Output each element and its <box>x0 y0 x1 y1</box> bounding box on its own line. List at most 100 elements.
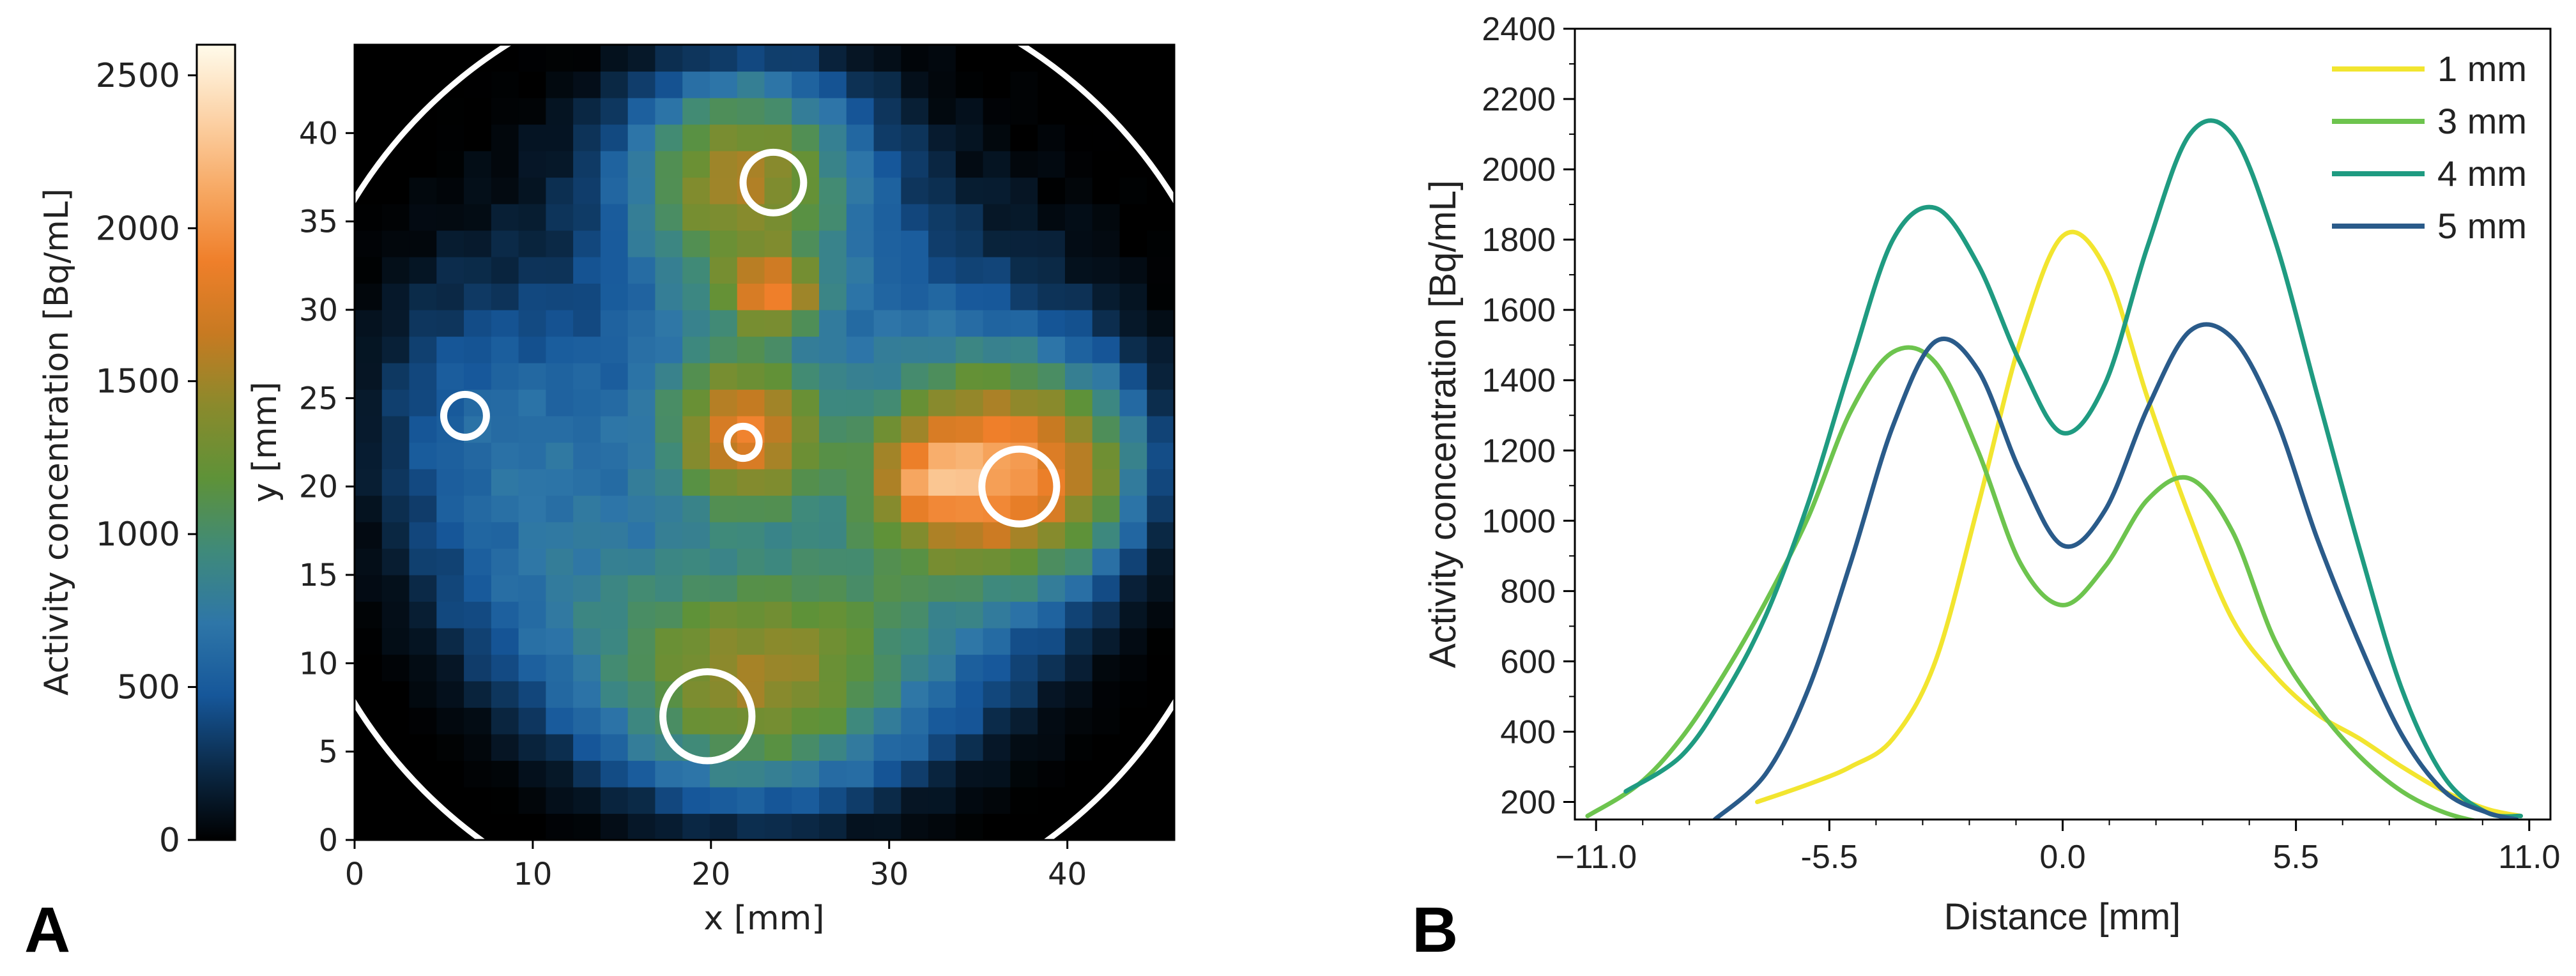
colorbar-tick-label: 2000 <box>96 210 180 248</box>
roi-marker-circle <box>440 391 490 441</box>
heatmap-cell <box>655 204 683 231</box>
heatmap-cell <box>764 654 792 682</box>
heatmap-cell <box>983 707 1011 735</box>
heatmap-cell <box>546 124 574 151</box>
heatmap-cell <box>1119 707 1147 735</box>
heatmap-cell <box>682 575 710 602</box>
heatmap-cell <box>1064 204 1093 231</box>
heatmap-cell <box>901 654 929 682</box>
heatmap-cell <box>1010 760 1038 788</box>
heatmap-cell <box>1038 601 1066 629</box>
heatmap-cell <box>846 548 875 576</box>
heatmap-cell <box>819 336 847 363</box>
heatmap-cell <box>928 310 956 337</box>
heatmap-cell <box>655 416 683 443</box>
heatmap-cell <box>792 363 820 390</box>
heatmap-cell <box>464 522 492 549</box>
heatmap-cell <box>1010 654 1038 682</box>
line-x-tick-label: -5.5 <box>1801 839 1859 876</box>
heatmap-cell <box>546 98 574 125</box>
heatmap-cell <box>1064 575 1093 602</box>
heatmap-cell <box>627 548 656 576</box>
heatmap-cell <box>355 204 383 231</box>
heatmap-cell <box>409 45 437 72</box>
heatmap-cell <box>764 283 792 310</box>
heatmap-cell <box>518 601 546 629</box>
heatmap-cell <box>600 654 629 682</box>
heatmap-cell <box>409 654 437 682</box>
heatmap-cell <box>355 310 383 337</box>
heatmap-cell <box>655 151 683 178</box>
heatmap-cell <box>518 310 546 337</box>
heatmap-cell <box>983 654 1011 682</box>
heatmap-cell <box>764 230 792 257</box>
heatmap-cell <box>873 681 901 708</box>
series-line-3-mm <box>1585 345 2480 820</box>
heatmap-cell <box>381 548 410 576</box>
heatmap-cell <box>355 548 383 576</box>
heatmap-cell <box>792 601 820 629</box>
heatmap-cell <box>792 469 820 496</box>
heatmap-cell <box>600 734 629 761</box>
heatmap-cell <box>627 628 656 655</box>
heatmap-cell <box>464 151 492 178</box>
heatmap-cell <box>1092 124 1121 151</box>
heatmap-cell <box>627 787 656 814</box>
heatmap-cell <box>819 363 847 390</box>
heatmap-cell <box>409 124 437 151</box>
heatmap-cell <box>1092 734 1121 761</box>
heatmap-cell <box>1010 813 1038 840</box>
heatmap-cell <box>355 416 383 443</box>
heatmap-cell <box>1064 760 1093 788</box>
line-y-tick-label: 800 <box>1500 573 1556 610</box>
heatmap-cell <box>955 363 984 390</box>
heatmap-cell <box>955 522 984 549</box>
heatmap-cell <box>737 71 765 98</box>
heatmap-cell <box>792 230 820 257</box>
heatmap-cell <box>955 389 984 416</box>
heatmap-cell <box>955 787 984 814</box>
heatmap-cell <box>1064 230 1093 257</box>
heatmap-cell <box>600 389 629 416</box>
heatmap-cell <box>627 707 656 735</box>
heatmap-cell <box>928 71 956 98</box>
heatmap-cell <box>737 98 765 125</box>
heatmap-cell <box>491 204 519 231</box>
heatmap-cell <box>792 575 820 602</box>
heatmap-cell <box>573 177 601 204</box>
legend-label: 1 mm <box>2437 49 2527 89</box>
heatmap-cell <box>409 71 437 98</box>
heatmap-cell <box>1119 787 1147 814</box>
heatmap-cell <box>627 310 656 337</box>
heatmap-cell <box>518 416 546 443</box>
heatmap-cell <box>983 363 1011 390</box>
heatmap-cell <box>600 442 629 469</box>
heatmap-cell <box>955 495 984 522</box>
heatmap-cell <box>792 45 820 72</box>
heatmap-cell <box>873 575 901 602</box>
heatmap-cell <box>955 257 984 284</box>
heatmap-cell <box>546 177 574 204</box>
heatmap-cell <box>546 469 574 496</box>
heatmap-cell <box>983 124 1011 151</box>
heatmap-cell <box>627 45 656 72</box>
heatmap-cell <box>846 522 875 549</box>
heatmap-cell <box>983 71 1011 98</box>
heatmap-cell <box>928 575 956 602</box>
heatmap-cell <box>655 469 683 496</box>
heatmap-cell <box>846 310 875 337</box>
heatmap-cell <box>546 71 574 98</box>
heatmap-cell <box>409 177 437 204</box>
heatmap-y-tick-label: 15 <box>299 558 338 593</box>
heatmap-cell <box>709 548 738 576</box>
heatmap-cell <box>846 734 875 761</box>
heatmap-cell <box>792 734 820 761</box>
heatmap-cell <box>436 151 464 178</box>
heatmap-cell <box>1119 628 1147 655</box>
heatmap-cell <box>464 495 492 522</box>
heatmap-cell <box>381 442 410 469</box>
heatmap-cell <box>1010 416 1038 443</box>
heatmap-cell <box>1064 151 1093 178</box>
heatmap-cell <box>409 151 437 178</box>
heatmap-cell <box>600 151 629 178</box>
